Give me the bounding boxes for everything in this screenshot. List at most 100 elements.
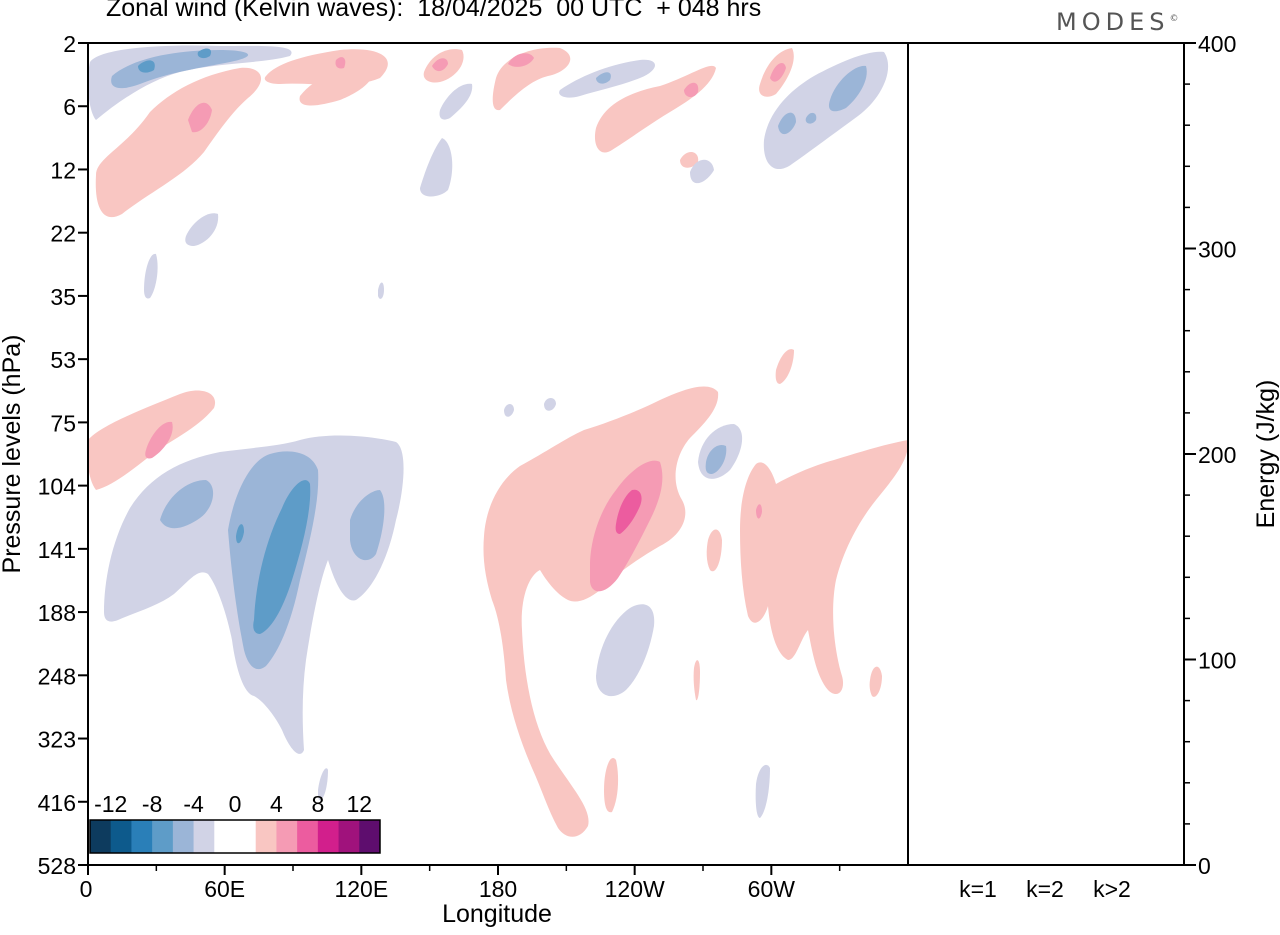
contour-pos-4 <box>869 666 882 697</box>
x-tick-label: 120W <box>605 876 665 902</box>
contour-neg-4 <box>318 768 328 800</box>
contour-pos-8 <box>188 102 212 133</box>
energy-bars: k=1 k=2 k>2 <box>954 864 1136 902</box>
contour-neg-4 <box>378 282 384 299</box>
contour-pos-4 <box>483 386 719 837</box>
contour-neg-4 <box>690 159 714 184</box>
brand-logo: MODES© <box>1056 8 1178 36</box>
energy-ticks: 0 100 200 300 400 <box>1184 31 1236 879</box>
x-tick-label: 0 <box>80 876 93 902</box>
contour-neg-4 <box>504 404 514 417</box>
energy-category-label: k>2 <box>1093 876 1131 902</box>
contour-pos-8 <box>145 421 173 459</box>
contour-neg-4 <box>420 138 453 197</box>
colorbar-label: -4 <box>183 791 204 817</box>
contour-pos-8 <box>335 57 346 69</box>
contour-neg-4 <box>755 764 770 818</box>
y-tick-label: 188 <box>38 600 76 626</box>
contour-pos-8 <box>684 82 699 98</box>
colorbar-frame <box>89 819 381 854</box>
contour-neg-4 <box>596 604 655 697</box>
y-tick-label: 248 <box>38 663 76 689</box>
wind-field <box>88 45 908 837</box>
contour-neg-4 <box>439 83 473 120</box>
colorbar-swatch <box>214 820 236 853</box>
y-tick-label: 141 <box>38 537 76 563</box>
contour-neg-8 <box>778 112 796 135</box>
chart-title: Zonal wind (Kelvin waves): 18/04/2025 00… <box>106 0 762 22</box>
y-tick-label: 12 <box>50 157 76 183</box>
energy-category-label: k=1 <box>959 876 997 902</box>
colorbar-swatch <box>172 820 195 853</box>
colorbar-swatch <box>317 820 340 853</box>
contour-pos-4 <box>740 440 908 694</box>
contour-pos-12 <box>615 489 642 534</box>
contour-neg-12 <box>138 60 155 73</box>
colorbar-swatch <box>152 820 174 853</box>
colorbar-label: -12 <box>94 791 127 817</box>
colorbar-swatch <box>90 820 112 853</box>
contour-pos-4 <box>680 151 699 168</box>
contour-neg-12 <box>197 48 212 59</box>
y-tick-label: 6 <box>63 94 76 120</box>
energy-category-label: k=2 <box>1026 876 1064 902</box>
brand-text: MODES <box>1056 8 1170 36</box>
contour-neg-8 <box>705 444 727 474</box>
colorbar-label: -8 <box>142 791 162 817</box>
longitude-ticks: 0 60E 120E 180 120W 60W <box>80 865 841 902</box>
energy-tick-label: 400 <box>1198 31 1236 57</box>
colorbar-label: 12 <box>346 791 372 817</box>
energy-tick-label: 300 <box>1198 237 1236 263</box>
y-tick-label: 35 <box>50 284 76 310</box>
colorbar-swatch <box>110 820 132 853</box>
contour-neg-4 <box>544 398 556 411</box>
x-tick-label: 120E <box>334 876 388 902</box>
colorbar-swatch <box>131 820 153 853</box>
y-tick-label: 75 <box>50 410 76 436</box>
colorbar: -12 -8 -4 0 4 8 12 <box>89 791 381 854</box>
colorbar-swatch <box>297 820 319 853</box>
energy-tick-label: 0 <box>1198 853 1211 879</box>
contour-neg-8 <box>160 480 214 529</box>
energy-tick-label: 100 <box>1198 648 1236 674</box>
x-tick-label: 60W <box>748 876 796 902</box>
contour-neg-8 <box>828 65 867 112</box>
colorbar-label: 4 <box>270 791 283 817</box>
colorbar-swatch <box>338 820 360 853</box>
y-tick-label: 53 <box>50 347 76 373</box>
colorbar-label: 0 <box>229 791 242 817</box>
y-axis-label: Pressure levels (hPa) <box>0 335 26 574</box>
colorbar-swatch <box>255 820 277 853</box>
energy-frame <box>907 42 1185 866</box>
y-tick-label: 323 <box>38 727 76 753</box>
contour-pos-4 <box>775 349 794 384</box>
contour-pos-4 <box>706 529 722 572</box>
colorbar-swatch <box>193 820 215 853</box>
colorbar-swatch <box>359 820 381 853</box>
contour-neg-12 <box>253 480 311 634</box>
energy-tick-label: 200 <box>1198 442 1236 468</box>
contour-pos-4 <box>299 66 373 106</box>
contour-neg-8 <box>596 72 611 84</box>
colorbar-label: 8 <box>311 791 324 817</box>
colorbar-swatch <box>235 820 257 853</box>
energy-bar <box>1021 864 1069 866</box>
energy-axis-label: Energy (J/kg) <box>1252 380 1280 529</box>
x-tick-label: 180 <box>479 876 517 902</box>
contour-pos-4 <box>95 67 262 218</box>
contour-pos-4 <box>604 758 619 813</box>
contour-pos-8 <box>770 63 786 82</box>
contour-pos-8 <box>508 53 534 67</box>
contour-neg-4 <box>144 253 158 299</box>
x-axis-label: Longitude <box>442 900 552 928</box>
y-tick-label: 2 <box>63 31 76 57</box>
brand-mark: © <box>1169 14 1179 24</box>
y-tick-label: 416 <box>38 790 76 816</box>
contour-pos-4 <box>693 660 700 701</box>
contour-neg-12 <box>236 524 244 544</box>
energy-bar <box>954 864 1002 866</box>
energy-bar <box>1088 864 1136 866</box>
y-tick-label: 104 <box>38 474 77 500</box>
